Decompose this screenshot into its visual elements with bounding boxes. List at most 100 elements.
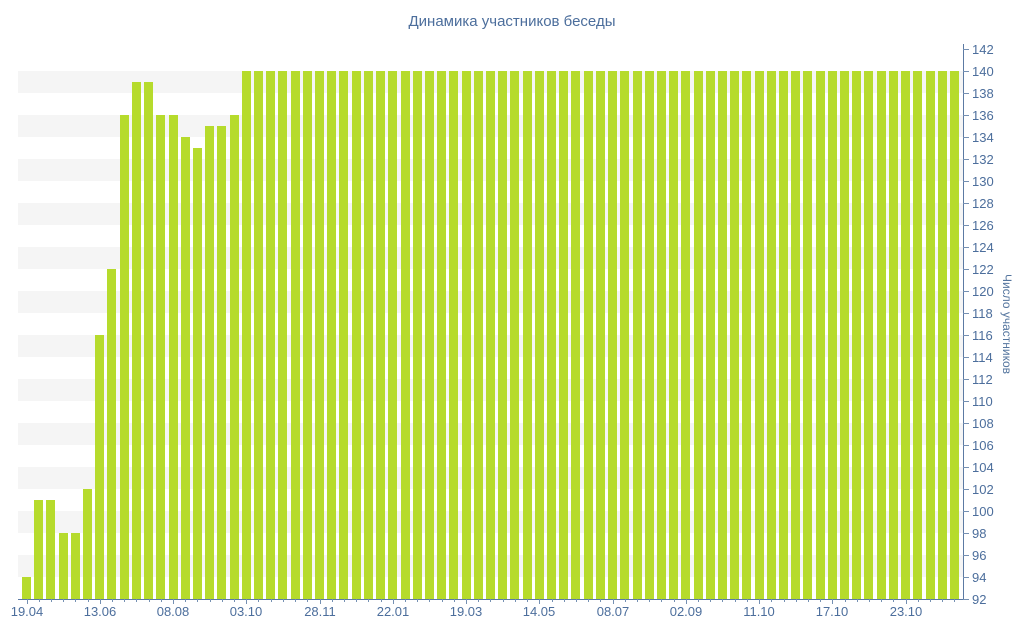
- bar[interactable]: [669, 71, 678, 599]
- x-tick: [258, 599, 259, 602]
- x-tick: [808, 599, 809, 602]
- x-tick-label: 19.04: [10, 604, 44, 619]
- bar[interactable]: [816, 71, 825, 599]
- bar[interactable]: [169, 115, 178, 599]
- bar[interactable]: [571, 71, 580, 599]
- bar[interactable]: [767, 71, 776, 599]
- bar[interactable]: [791, 71, 800, 599]
- bar[interactable]: [59, 533, 68, 599]
- x-tick: [930, 599, 931, 602]
- bar[interactable]: [828, 71, 837, 599]
- chart-title: Динамика участников беседы: [408, 13, 616, 30]
- y-tick: [963, 445, 969, 446]
- x-tick: [942, 599, 943, 602]
- y-tick: [963, 203, 969, 204]
- bar[interactable]: [510, 71, 519, 599]
- bar[interactable]: [181, 137, 190, 599]
- y-tick: [963, 313, 969, 314]
- bar[interactable]: [889, 71, 898, 599]
- bar[interactable]: [352, 71, 361, 599]
- x-tick: [832, 599, 833, 604]
- bar[interactable]: [217, 126, 226, 599]
- bar[interactable]: [144, 82, 153, 599]
- bar[interactable]: [266, 71, 275, 599]
- bar[interactable]: [401, 71, 410, 599]
- bar[interactable]: [376, 71, 385, 599]
- bar[interactable]: [926, 71, 935, 599]
- bar[interactable]: [681, 71, 690, 599]
- bar[interactable]: [83, 489, 92, 599]
- bar[interactable]: [413, 71, 422, 599]
- bar[interactable]: [364, 71, 373, 599]
- bar[interactable]: [230, 115, 239, 599]
- bar[interactable]: [278, 71, 287, 599]
- bar[interactable]: [938, 71, 947, 599]
- bar[interactable]: [425, 71, 434, 599]
- bar[interactable]: [71, 533, 80, 599]
- bar[interactable]: [645, 71, 654, 599]
- bar[interactable]: [34, 500, 43, 599]
- bar[interactable]: [22, 577, 31, 599]
- bar[interactable]: [449, 71, 458, 599]
- bar[interactable]: [840, 71, 849, 599]
- bar[interactable]: [462, 71, 471, 599]
- bar[interactable]: [718, 71, 727, 599]
- bar[interactable]: [327, 71, 336, 599]
- bar[interactable]: [559, 71, 568, 599]
- bar[interactable]: [950, 71, 959, 599]
- bar[interactable]: [779, 71, 788, 599]
- y-tick-label: 136: [972, 108, 994, 123]
- bar[interactable]: [657, 71, 666, 599]
- bar[interactable]: [205, 126, 214, 599]
- x-tick: [368, 599, 369, 602]
- x-tick: [344, 599, 345, 602]
- bar[interactable]: [193, 148, 202, 599]
- x-tick: [576, 599, 577, 602]
- bar[interactable]: [107, 269, 116, 599]
- bar[interactable]: [339, 71, 348, 599]
- bar[interactable]: [132, 82, 141, 599]
- bar[interactable]: [535, 71, 544, 599]
- bar[interactable]: [547, 71, 556, 599]
- bar[interactable]: [755, 71, 764, 599]
- bar[interactable]: [803, 71, 812, 599]
- x-tick: [466, 599, 467, 604]
- bar[interactable]: [730, 71, 739, 599]
- bar[interactable]: [303, 71, 312, 599]
- x-tick: [845, 599, 846, 602]
- bar[interactable]: [706, 71, 715, 599]
- bar[interactable]: [474, 71, 483, 599]
- bar[interactable]: [254, 71, 263, 599]
- bar[interactable]: [46, 500, 55, 599]
- bar[interactable]: [437, 71, 446, 599]
- y-tick-label: 104: [972, 460, 994, 475]
- y-tick: [963, 335, 969, 336]
- bar[interactable]: [388, 71, 397, 599]
- bar[interactable]: [901, 71, 910, 599]
- bar[interactable]: [913, 71, 922, 599]
- bar[interactable]: [486, 71, 495, 599]
- bar[interactable]: [584, 71, 593, 599]
- x-tick: [307, 599, 308, 602]
- bar[interactable]: [156, 115, 165, 599]
- y-tick: [963, 379, 969, 380]
- bar[interactable]: [523, 71, 532, 599]
- bar[interactable]: [596, 71, 605, 599]
- bar[interactable]: [95, 335, 104, 599]
- bar[interactable]: [620, 71, 629, 599]
- bar[interactable]: [742, 71, 751, 599]
- bar[interactable]: [633, 71, 642, 599]
- bar[interactable]: [498, 71, 507, 599]
- bar[interactable]: [877, 71, 886, 599]
- bar[interactable]: [315, 71, 324, 599]
- bar[interactable]: [852, 71, 861, 599]
- bar[interactable]: [608, 71, 617, 599]
- x-tick: [710, 599, 711, 602]
- bar[interactable]: [694, 71, 703, 599]
- x-tick: [478, 599, 479, 602]
- bar[interactable]: [120, 115, 129, 599]
- bar[interactable]: [291, 71, 300, 599]
- bar[interactable]: [864, 71, 873, 599]
- y-axis-title: Число участников: [1000, 273, 1014, 375]
- bar[interactable]: [242, 71, 251, 599]
